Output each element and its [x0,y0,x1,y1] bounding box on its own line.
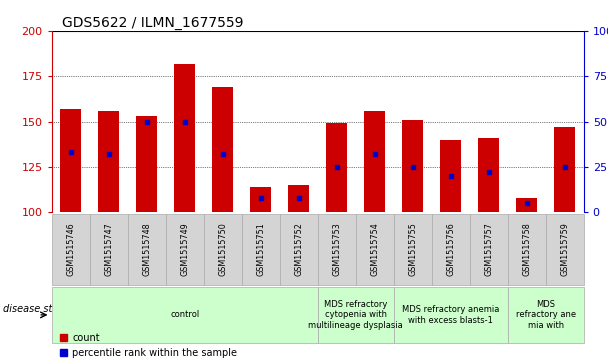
Text: GSM1515751: GSM1515751 [256,223,265,277]
Bar [212,87,233,212]
Bar [364,111,385,212]
Text: GSM1515759: GSM1515759 [560,223,569,277]
Bar [60,109,81,212]
Text: GSM1515750: GSM1515750 [218,223,227,277]
Text: GSM1515752: GSM1515752 [294,223,303,277]
Bar [554,127,575,212]
Text: MDS
refractory ane
mia with: MDS refractory ane mia with [516,300,576,330]
Bar [440,140,461,212]
Text: MDS refractory anemia
with excess blasts-1: MDS refractory anemia with excess blasts… [402,305,499,325]
Bar [478,138,499,212]
Text: disease state: disease state [3,305,68,314]
Text: GSM1515753: GSM1515753 [332,223,341,277]
Bar [326,123,347,212]
Bar [136,116,157,212]
Text: GSM1515754: GSM1515754 [370,223,379,277]
Text: control: control [170,310,199,319]
Text: GSM1515746: GSM1515746 [66,223,75,276]
Bar [98,111,119,212]
Bar [174,64,195,212]
Text: GSM1515747: GSM1515747 [104,223,113,277]
Bar [402,120,423,212]
Bar [288,185,309,212]
Legend: count, percentile rank within the sample: count, percentile rank within the sample [60,333,237,358]
Bar [250,187,271,212]
Text: GSM1515755: GSM1515755 [408,223,417,277]
Text: GSM1515757: GSM1515757 [484,223,493,277]
Bar [516,198,537,212]
Text: MDS refractory
cytopenia with
multilineage dysplasia: MDS refractory cytopenia with multilinea… [308,300,403,330]
Text: GDS5622 / ILMN_1677559: GDS5622 / ILMN_1677559 [63,16,244,30]
Text: GSM1515758: GSM1515758 [522,223,531,277]
Text: GSM1515749: GSM1515749 [180,223,189,277]
Text: GSM1515748: GSM1515748 [142,223,151,276]
Text: GSM1515756: GSM1515756 [446,223,455,277]
